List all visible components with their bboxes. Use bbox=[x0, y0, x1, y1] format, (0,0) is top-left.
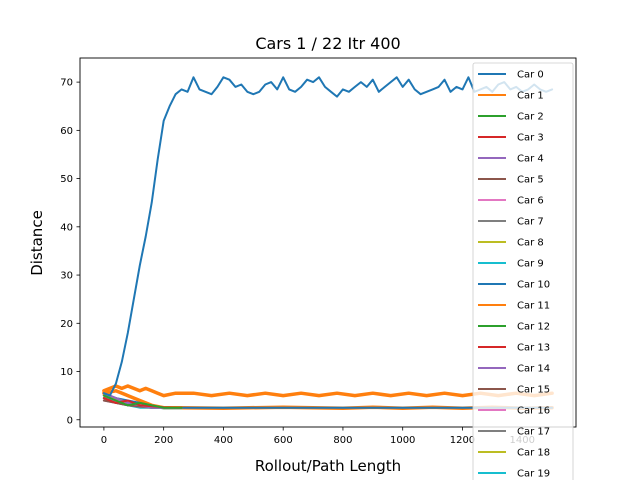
y-tick-label: 50 bbox=[60, 174, 73, 185]
y-tick-label: 0 bbox=[67, 415, 73, 426]
legend-label: Car 16 bbox=[517, 406, 550, 417]
x-tick-label: 200 bbox=[154, 435, 173, 446]
x-tick-label: 1000 bbox=[390, 435, 415, 446]
y-tick-label: 40 bbox=[60, 222, 73, 233]
x-tick-label: 800 bbox=[333, 435, 352, 446]
legend-label: Car 2 bbox=[517, 112, 544, 123]
legend-label: Car 6 bbox=[517, 196, 544, 207]
legend-label: Car 7 bbox=[517, 217, 544, 228]
legend-label: Car 1 bbox=[517, 91, 544, 102]
y-tick-label: 10 bbox=[60, 367, 73, 378]
legend-label: Car 0 bbox=[517, 70, 544, 81]
x-tick-label: 600 bbox=[274, 435, 293, 446]
legend-label: Car 12 bbox=[517, 322, 550, 333]
series-line-car-1 bbox=[102, 384, 554, 398]
x-tick-label: 0 bbox=[101, 435, 107, 446]
legend-label: Car 15 bbox=[517, 385, 550, 396]
legend-label: Car 10 bbox=[517, 280, 550, 291]
x-axis-label: Rollout/Path Length bbox=[255, 457, 401, 475]
legend-box bbox=[472, 62, 574, 480]
x-tick-label: 1200 bbox=[450, 435, 475, 446]
y-axis-ticks: 0 10 20 30 40 50 60 70 bbox=[60, 78, 80, 426]
legend-label: Car 19 bbox=[517, 469, 550, 480]
legend-label: Car 11 bbox=[517, 301, 550, 312]
legend-label: Car 5 bbox=[517, 175, 544, 186]
legend-label: Car 3 bbox=[517, 133, 544, 144]
y-tick-label: 70 bbox=[60, 78, 73, 89]
x-tick-label: 400 bbox=[214, 435, 233, 446]
y-axis-label: Distance bbox=[28, 210, 46, 276]
legend-label: Car 13 bbox=[517, 343, 550, 354]
plot-area-frame bbox=[79, 57, 577, 428]
legend-label: Car 14 bbox=[517, 364, 550, 375]
legend-label: Car 9 bbox=[517, 259, 544, 270]
y-tick-label: 60 bbox=[60, 126, 73, 137]
legend-label: Car 18 bbox=[517, 448, 550, 459]
chart-title: Cars 1 / 22 Itr 400 bbox=[255, 34, 400, 53]
y-tick-label: 20 bbox=[60, 319, 73, 330]
legend-label: Car 17 bbox=[517, 427, 550, 438]
y-tick-label: 30 bbox=[60, 271, 73, 282]
legend: Car 0 Car 1 Car 2 Car 3 Car 4 Car 5 Car 6 Car 7… bbox=[472, 62, 574, 480]
series-line-car-2 bbox=[102, 394, 183, 409]
legend-label: Car 8 bbox=[517, 238, 544, 249]
legend-label: Car 4 bbox=[517, 154, 544, 165]
